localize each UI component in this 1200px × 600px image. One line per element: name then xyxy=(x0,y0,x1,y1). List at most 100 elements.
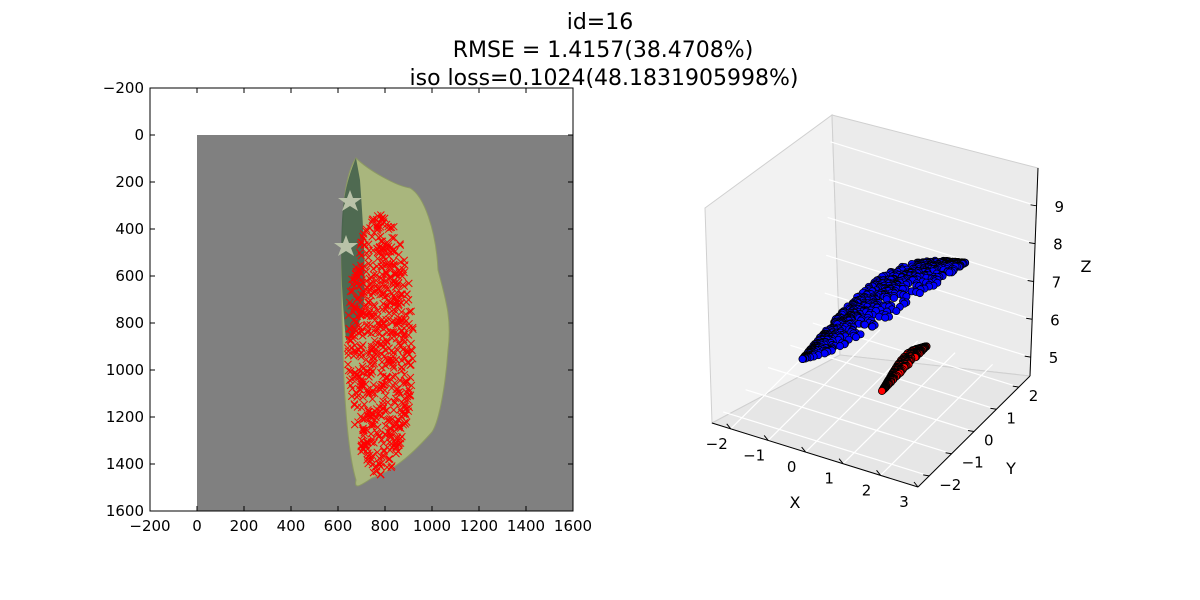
keypoint-marker xyxy=(380,446,388,454)
keypoint-marker xyxy=(389,406,398,414)
keypoint-marker xyxy=(392,278,400,287)
y-tick-label: 1200 xyxy=(106,408,144,426)
keypoint-marker xyxy=(389,222,398,231)
keypoint-marker xyxy=(363,414,372,423)
keypoint-marker xyxy=(393,433,402,442)
x-tick-label: 600 xyxy=(324,517,353,535)
x-tick-mark xyxy=(876,470,881,476)
keypoint-marker xyxy=(372,276,381,285)
keypoint-marker xyxy=(354,322,363,330)
y-tick-label: 200 xyxy=(115,173,144,191)
keypoint-marker xyxy=(358,276,366,284)
z-tick-mark xyxy=(1030,204,1037,207)
y-tick-label: 2 xyxy=(1029,387,1039,405)
keypoint-marker xyxy=(391,306,399,315)
y-tick-mark xyxy=(967,430,975,432)
keypoint-marker xyxy=(368,353,377,362)
keypoint-marker xyxy=(408,354,417,363)
keypoint-marker xyxy=(389,364,398,372)
point xyxy=(881,313,890,322)
keypoint-marker xyxy=(407,339,415,348)
keypoint-marker xyxy=(354,391,363,400)
keypoint-marker xyxy=(355,373,363,382)
keypoint-marker xyxy=(392,334,401,343)
keypoint-marker xyxy=(385,309,393,318)
keypoint-marker xyxy=(385,455,394,464)
keypoint-marker xyxy=(370,270,378,279)
gridline xyxy=(830,141,1037,207)
keypoint-marker xyxy=(387,463,396,472)
keypoint-marker xyxy=(380,386,389,395)
keypoint-marker xyxy=(350,347,358,355)
keypoint-marker xyxy=(354,418,362,426)
keypoint-marker xyxy=(365,274,374,283)
keypoint-marker xyxy=(353,393,361,402)
keypoint-marker xyxy=(400,370,409,379)
keypoint-marker xyxy=(357,403,366,412)
keypoint-marker xyxy=(363,385,372,394)
keypoint-marker xyxy=(346,336,355,344)
gridline xyxy=(745,389,952,455)
keypoint-marker xyxy=(388,372,397,381)
keypoint-marker xyxy=(390,397,399,406)
keypoint-marker xyxy=(356,261,365,270)
z-axis-line xyxy=(1029,167,1039,377)
x-tick-label: 400 xyxy=(277,517,306,535)
z-tick-label: 9 xyxy=(1055,198,1065,216)
keypoint-marker xyxy=(370,359,379,368)
y-tick-label: 1 xyxy=(1006,409,1016,427)
keypoint-marker xyxy=(385,262,394,271)
x-tick-label: 800 xyxy=(371,517,400,535)
keypoint-marker xyxy=(370,389,379,398)
keypoint-marker xyxy=(381,305,390,313)
x-tick-label: 0 xyxy=(787,458,797,476)
keypoint-marker xyxy=(386,414,394,423)
keypoint-marker xyxy=(381,284,390,292)
point xyxy=(868,322,877,331)
keypoint-marker xyxy=(379,439,388,448)
keypoint-marker xyxy=(389,278,398,286)
keypoint-marker xyxy=(387,462,396,470)
keypoint-marker xyxy=(407,307,415,316)
y-tick-label: 1400 xyxy=(106,455,144,473)
keypoint-marker xyxy=(352,263,360,272)
keypoint-marker xyxy=(377,459,386,467)
keypoint-marker xyxy=(365,407,374,416)
image-y-ticks: −200 0 200 400 600 800 1000 1200 1400 1600 xyxy=(103,79,573,520)
keypoint-marker xyxy=(377,214,386,223)
keypoint-marker xyxy=(383,338,391,346)
x-tick-mark xyxy=(726,423,732,430)
keypoint-marker xyxy=(376,274,385,283)
y-tick-label: 0 xyxy=(134,126,144,144)
keypoint-marker xyxy=(378,257,387,266)
keypoint-marker xyxy=(404,295,413,304)
point xyxy=(860,320,869,329)
keypoint-marker xyxy=(384,455,393,464)
x-tick-label: 3 xyxy=(899,493,909,511)
keypoint-marker xyxy=(373,448,382,457)
keypoint-marker xyxy=(399,420,408,429)
x-axis-ticks: −2 −1 0 1 2 3 xyxy=(706,423,919,511)
keypoint-marker xyxy=(346,325,354,334)
keypoint-marker xyxy=(365,288,373,296)
keypoint-marker xyxy=(387,439,396,448)
keypoint-marker xyxy=(348,275,356,284)
point xyxy=(877,387,886,395)
keypoint-marker xyxy=(378,247,387,256)
keypoint-marker xyxy=(362,321,371,330)
x-tick-label: 2 xyxy=(862,481,872,499)
keypoint-marker xyxy=(366,457,375,466)
keypoint-marker xyxy=(368,367,377,376)
x-tick-label: 1600 xyxy=(554,517,592,535)
keypoint-marker xyxy=(359,234,368,243)
keypoint-marker xyxy=(387,328,396,336)
keypoint-marker xyxy=(373,423,382,432)
z-tick-label: 6 xyxy=(1050,311,1060,329)
y-tick-mark xyxy=(945,452,952,455)
keypoint-marker xyxy=(389,257,398,265)
keypoint-marker xyxy=(381,421,390,430)
y-axis-label: Y xyxy=(1005,459,1016,478)
keypoint-marker xyxy=(383,398,392,407)
keypoint-marker xyxy=(408,346,416,355)
keypoint-marker xyxy=(399,410,408,419)
